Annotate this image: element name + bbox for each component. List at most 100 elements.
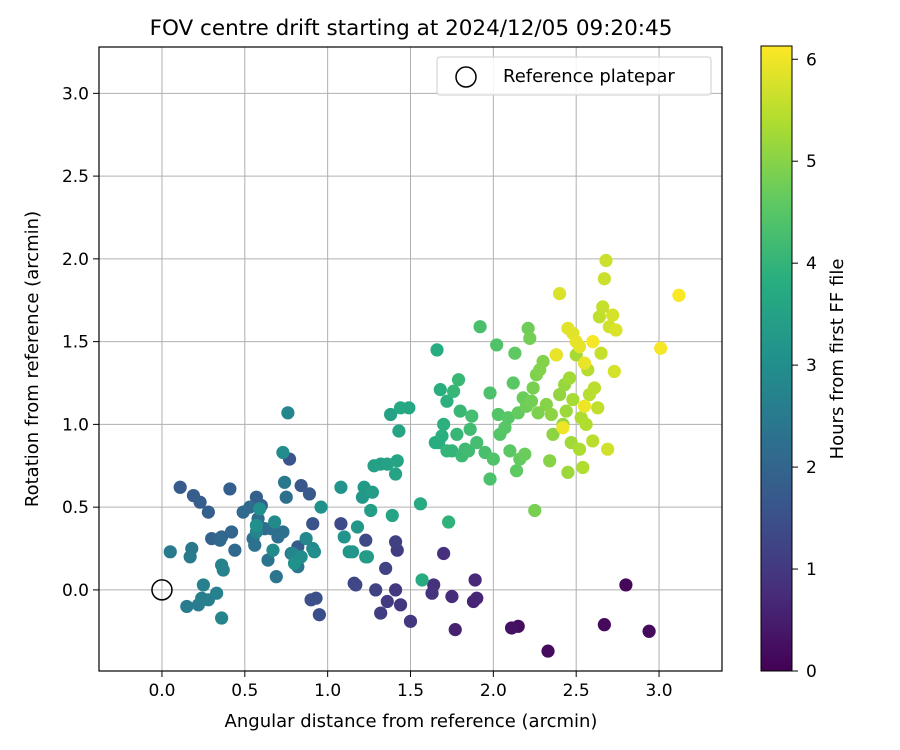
data-point: [388, 467, 403, 481]
data-point: [541, 644, 555, 658]
x-tick-label: 0.5: [231, 681, 258, 701]
data-point: [261, 553, 275, 567]
data-point: [543, 454, 557, 468]
data-point: [210, 586, 224, 600]
data-point: [183, 550, 197, 564]
data-point: [509, 464, 524, 478]
data-point: [163, 545, 177, 559]
data-point: [364, 503, 378, 518]
data-point: [591, 401, 605, 415]
data-point: [553, 387, 567, 402]
data-point: [269, 570, 283, 584]
colorbar-label: Hours from first FF file: [827, 259, 848, 460]
data-point: [380, 457, 394, 471]
data-point: [334, 480, 348, 494]
data-point: [599, 253, 613, 268]
legend-box: [436, 56, 712, 96]
data-point: [498, 421, 512, 435]
y-tick-label: 1.0: [62, 415, 89, 435]
data-point: [468, 573, 482, 587]
data-point: [193, 495, 207, 509]
data-point: [539, 397, 553, 412]
data-point: [268, 515, 282, 529]
data-point: [473, 320, 487, 334]
reference-marker-icon: [455, 66, 477, 88]
data-point: [544, 407, 558, 422]
reference-platepar-marker: [151, 579, 173, 601]
data-point: [546, 427, 560, 441]
data-point: [392, 424, 406, 438]
data-point: [461, 444, 476, 458]
colorbar-tick-label: 1: [806, 560, 817, 580]
data-point: [276, 525, 290, 539]
data-point: [173, 480, 187, 494]
legend-entry-label: Reference platepar: [503, 66, 675, 87]
colorbar-tick-label: 0: [806, 662, 817, 682]
data-point: [385, 508, 399, 523]
data-point: [672, 288, 686, 302]
data-point: [601, 442, 615, 456]
data-point: [215, 611, 229, 625]
data-point: [384, 407, 398, 422]
x-tick-label: 3.0: [646, 681, 673, 701]
data-point: [213, 533, 227, 547]
data-point: [223, 482, 237, 496]
data-point: [572, 442, 587, 456]
data-point: [579, 417, 593, 431]
data-point: [425, 586, 439, 600]
data-point: [561, 465, 575, 479]
data-point: [349, 578, 363, 592]
x-tick-label: 0.0: [148, 681, 175, 701]
data-point: [508, 346, 522, 360]
data-point: [380, 594, 394, 609]
data-point: [465, 409, 479, 423]
data-point: [430, 343, 444, 357]
data-point: [483, 386, 497, 400]
data-point: [248, 538, 262, 552]
data-point: [390, 454, 404, 468]
data-point: [224, 525, 239, 539]
data-point: [446, 384, 461, 398]
data-point: [180, 599, 194, 614]
data-point: [388, 583, 403, 597]
colorbar-tick-label: 4: [806, 254, 817, 274]
data-point: [531, 406, 545, 420]
data-point: [266, 543, 280, 557]
data-point: [287, 556, 302, 571]
x-tick-label: 2.0: [480, 681, 507, 701]
data-point: [451, 373, 466, 387]
data-point: [302, 487, 317, 501]
data-point: [577, 399, 592, 413]
colorbar-tick-label: 2: [806, 458, 817, 478]
data-point: [403, 614, 418, 628]
data-point: [483, 472, 497, 486]
data-point: [504, 621, 519, 635]
data-point: [553, 287, 567, 301]
data-point: [594, 346, 608, 360]
data-point: [518, 447, 532, 461]
data-point: [365, 485, 379, 499]
data-point: [216, 563, 230, 577]
data-point: [337, 530, 351, 544]
data-point: [536, 354, 550, 369]
data-point: [437, 417, 451, 431]
y-tick-label: 1.5: [62, 333, 89, 353]
data-point: [369, 583, 383, 597]
data-point: [609, 323, 623, 337]
data-point: [437, 546, 451, 561]
data-point: [309, 591, 323, 605]
legend: Reference platepar: [436, 56, 712, 96]
data-point: [359, 533, 373, 547]
y-tick-label: 0.0: [62, 581, 89, 601]
data-point: [586, 434, 600, 448]
data-point: [379, 561, 393, 575]
data-point: [276, 445, 290, 460]
data-point: [576, 460, 590, 475]
data-point: [440, 394, 454, 408]
data-point: [463, 422, 477, 436]
data-point: [596, 300, 610, 314]
data-point: [559, 404, 573, 418]
data-point: [393, 598, 408, 612]
x-tick-label: 1.0: [314, 681, 341, 701]
